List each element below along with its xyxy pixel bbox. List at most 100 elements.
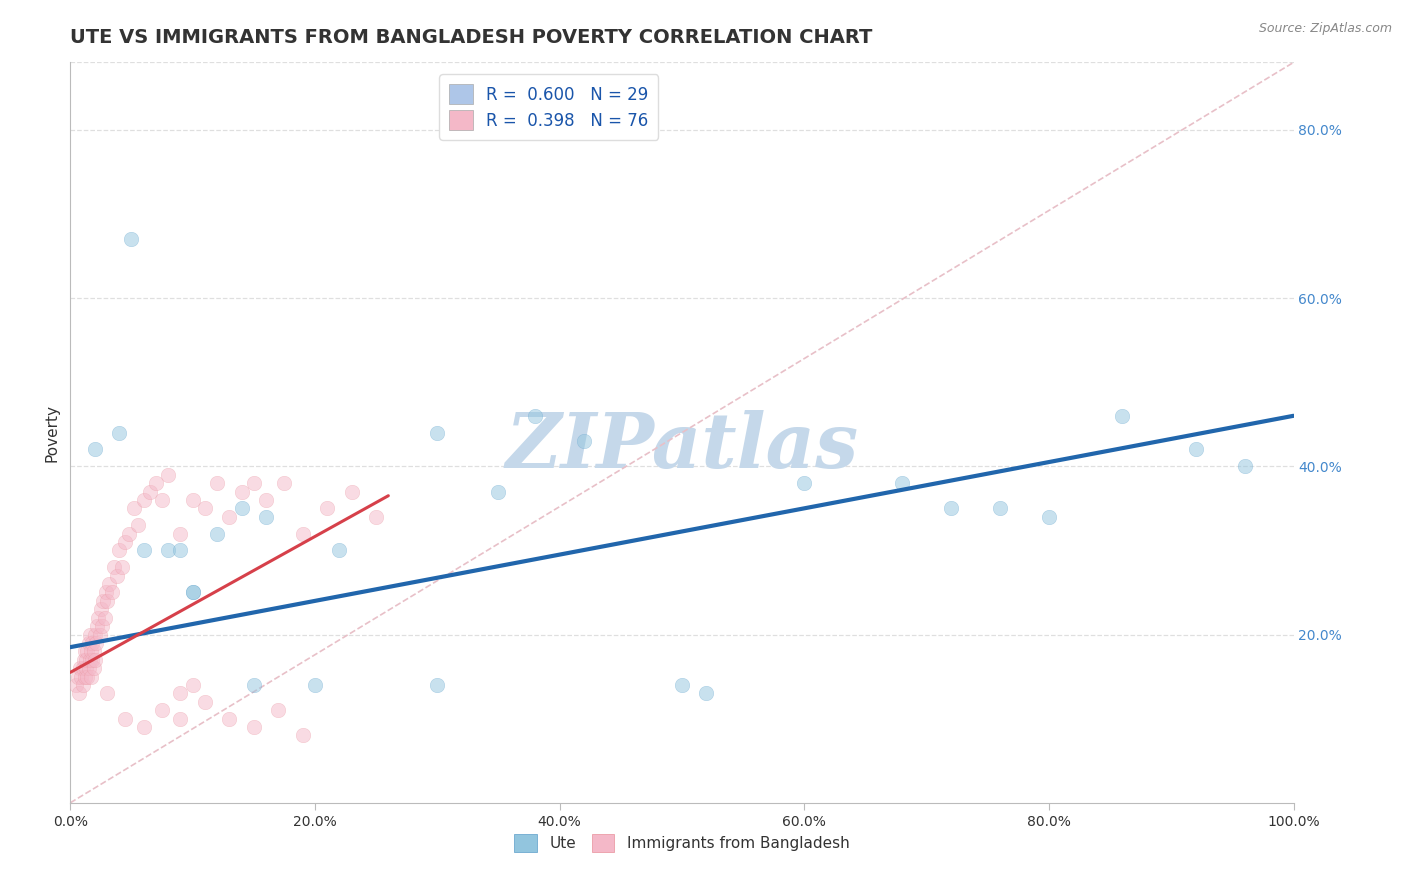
Point xyxy=(254,509,277,524)
Point xyxy=(73,644,96,658)
Point xyxy=(127,518,149,533)
Point xyxy=(65,678,87,692)
Text: Source: ZipAtlas.com: Source: ZipAtlas.com xyxy=(1258,22,1392,36)
Point xyxy=(77,661,100,675)
Point xyxy=(328,543,350,558)
Point xyxy=(891,476,914,491)
Point xyxy=(83,627,105,641)
Point xyxy=(572,434,595,448)
Point xyxy=(79,627,101,641)
Point xyxy=(267,703,290,717)
Legend: Ute, Immigrants from Bangladesh: Ute, Immigrants from Bangladesh xyxy=(509,829,855,858)
Point xyxy=(73,670,96,684)
Point xyxy=(122,501,145,516)
Point xyxy=(273,476,295,491)
Point xyxy=(108,425,131,440)
Point xyxy=(231,484,253,499)
Point xyxy=(291,526,314,541)
Point xyxy=(111,560,134,574)
Point xyxy=(169,712,191,726)
Point xyxy=(96,594,118,608)
Point xyxy=(426,678,449,692)
Point xyxy=(70,670,93,684)
Point xyxy=(121,232,143,246)
Point xyxy=(75,653,97,667)
Point xyxy=(194,695,217,709)
Text: UTE VS IMMIGRANTS FROM BANGLADESH POVERTY CORRELATION CHART: UTE VS IMMIGRANTS FROM BANGLADESH POVERT… xyxy=(70,28,873,47)
Point xyxy=(76,644,98,658)
Point xyxy=(72,661,94,675)
Point xyxy=(524,409,547,423)
Point xyxy=(139,484,162,499)
Point xyxy=(118,526,141,541)
Point xyxy=(69,661,91,675)
Point xyxy=(114,535,136,549)
Point xyxy=(72,678,94,692)
Point xyxy=(231,501,253,516)
Y-axis label: Poverty: Poverty xyxy=(44,403,59,462)
Point xyxy=(169,526,191,541)
Point xyxy=(254,492,277,507)
Point xyxy=(91,619,114,633)
Point xyxy=(114,712,136,726)
Point xyxy=(67,686,90,700)
Point xyxy=(1111,409,1133,423)
Point xyxy=(132,492,155,507)
Point xyxy=(89,627,111,641)
Point xyxy=(181,585,204,599)
Point xyxy=(91,594,114,608)
Text: ZIPatlas: ZIPatlas xyxy=(505,410,859,484)
Point xyxy=(340,484,363,499)
Point xyxy=(1038,509,1060,524)
Point xyxy=(96,686,118,700)
Point xyxy=(108,543,131,558)
Point xyxy=(93,610,115,624)
Point xyxy=(695,686,717,700)
Point xyxy=(1233,459,1256,474)
Point xyxy=(218,712,240,726)
Point xyxy=(243,476,266,491)
Point xyxy=(366,509,388,524)
Point xyxy=(671,678,693,692)
Point xyxy=(87,610,110,624)
Point xyxy=(181,678,204,692)
Point xyxy=(205,476,228,491)
Point xyxy=(150,492,173,507)
Point xyxy=(194,501,217,516)
Point xyxy=(82,636,104,650)
Point xyxy=(1184,442,1206,457)
Point xyxy=(73,653,96,667)
Point xyxy=(181,585,204,599)
Point xyxy=(169,686,191,700)
Point xyxy=(205,526,228,541)
Point xyxy=(939,501,962,516)
Point xyxy=(243,720,266,734)
Point xyxy=(150,703,173,717)
Point xyxy=(988,501,1011,516)
Point xyxy=(79,653,101,667)
Point xyxy=(105,568,128,582)
Point xyxy=(84,636,107,650)
Point xyxy=(218,509,240,524)
Point xyxy=(83,442,105,457)
Point xyxy=(80,670,103,684)
Point xyxy=(291,729,314,743)
Point xyxy=(101,585,124,599)
Point xyxy=(426,425,449,440)
Point xyxy=(80,644,103,658)
Point xyxy=(83,644,105,658)
Point xyxy=(132,720,155,734)
Point xyxy=(98,577,121,591)
Point xyxy=(77,636,100,650)
Point xyxy=(94,585,117,599)
Point xyxy=(145,476,167,491)
Point xyxy=(83,653,105,667)
Point xyxy=(793,476,815,491)
Point xyxy=(132,543,155,558)
Point xyxy=(103,560,125,574)
Point xyxy=(90,602,112,616)
Point xyxy=(82,653,104,667)
Point xyxy=(304,678,326,692)
Point xyxy=(66,670,89,684)
Point xyxy=(243,678,266,692)
